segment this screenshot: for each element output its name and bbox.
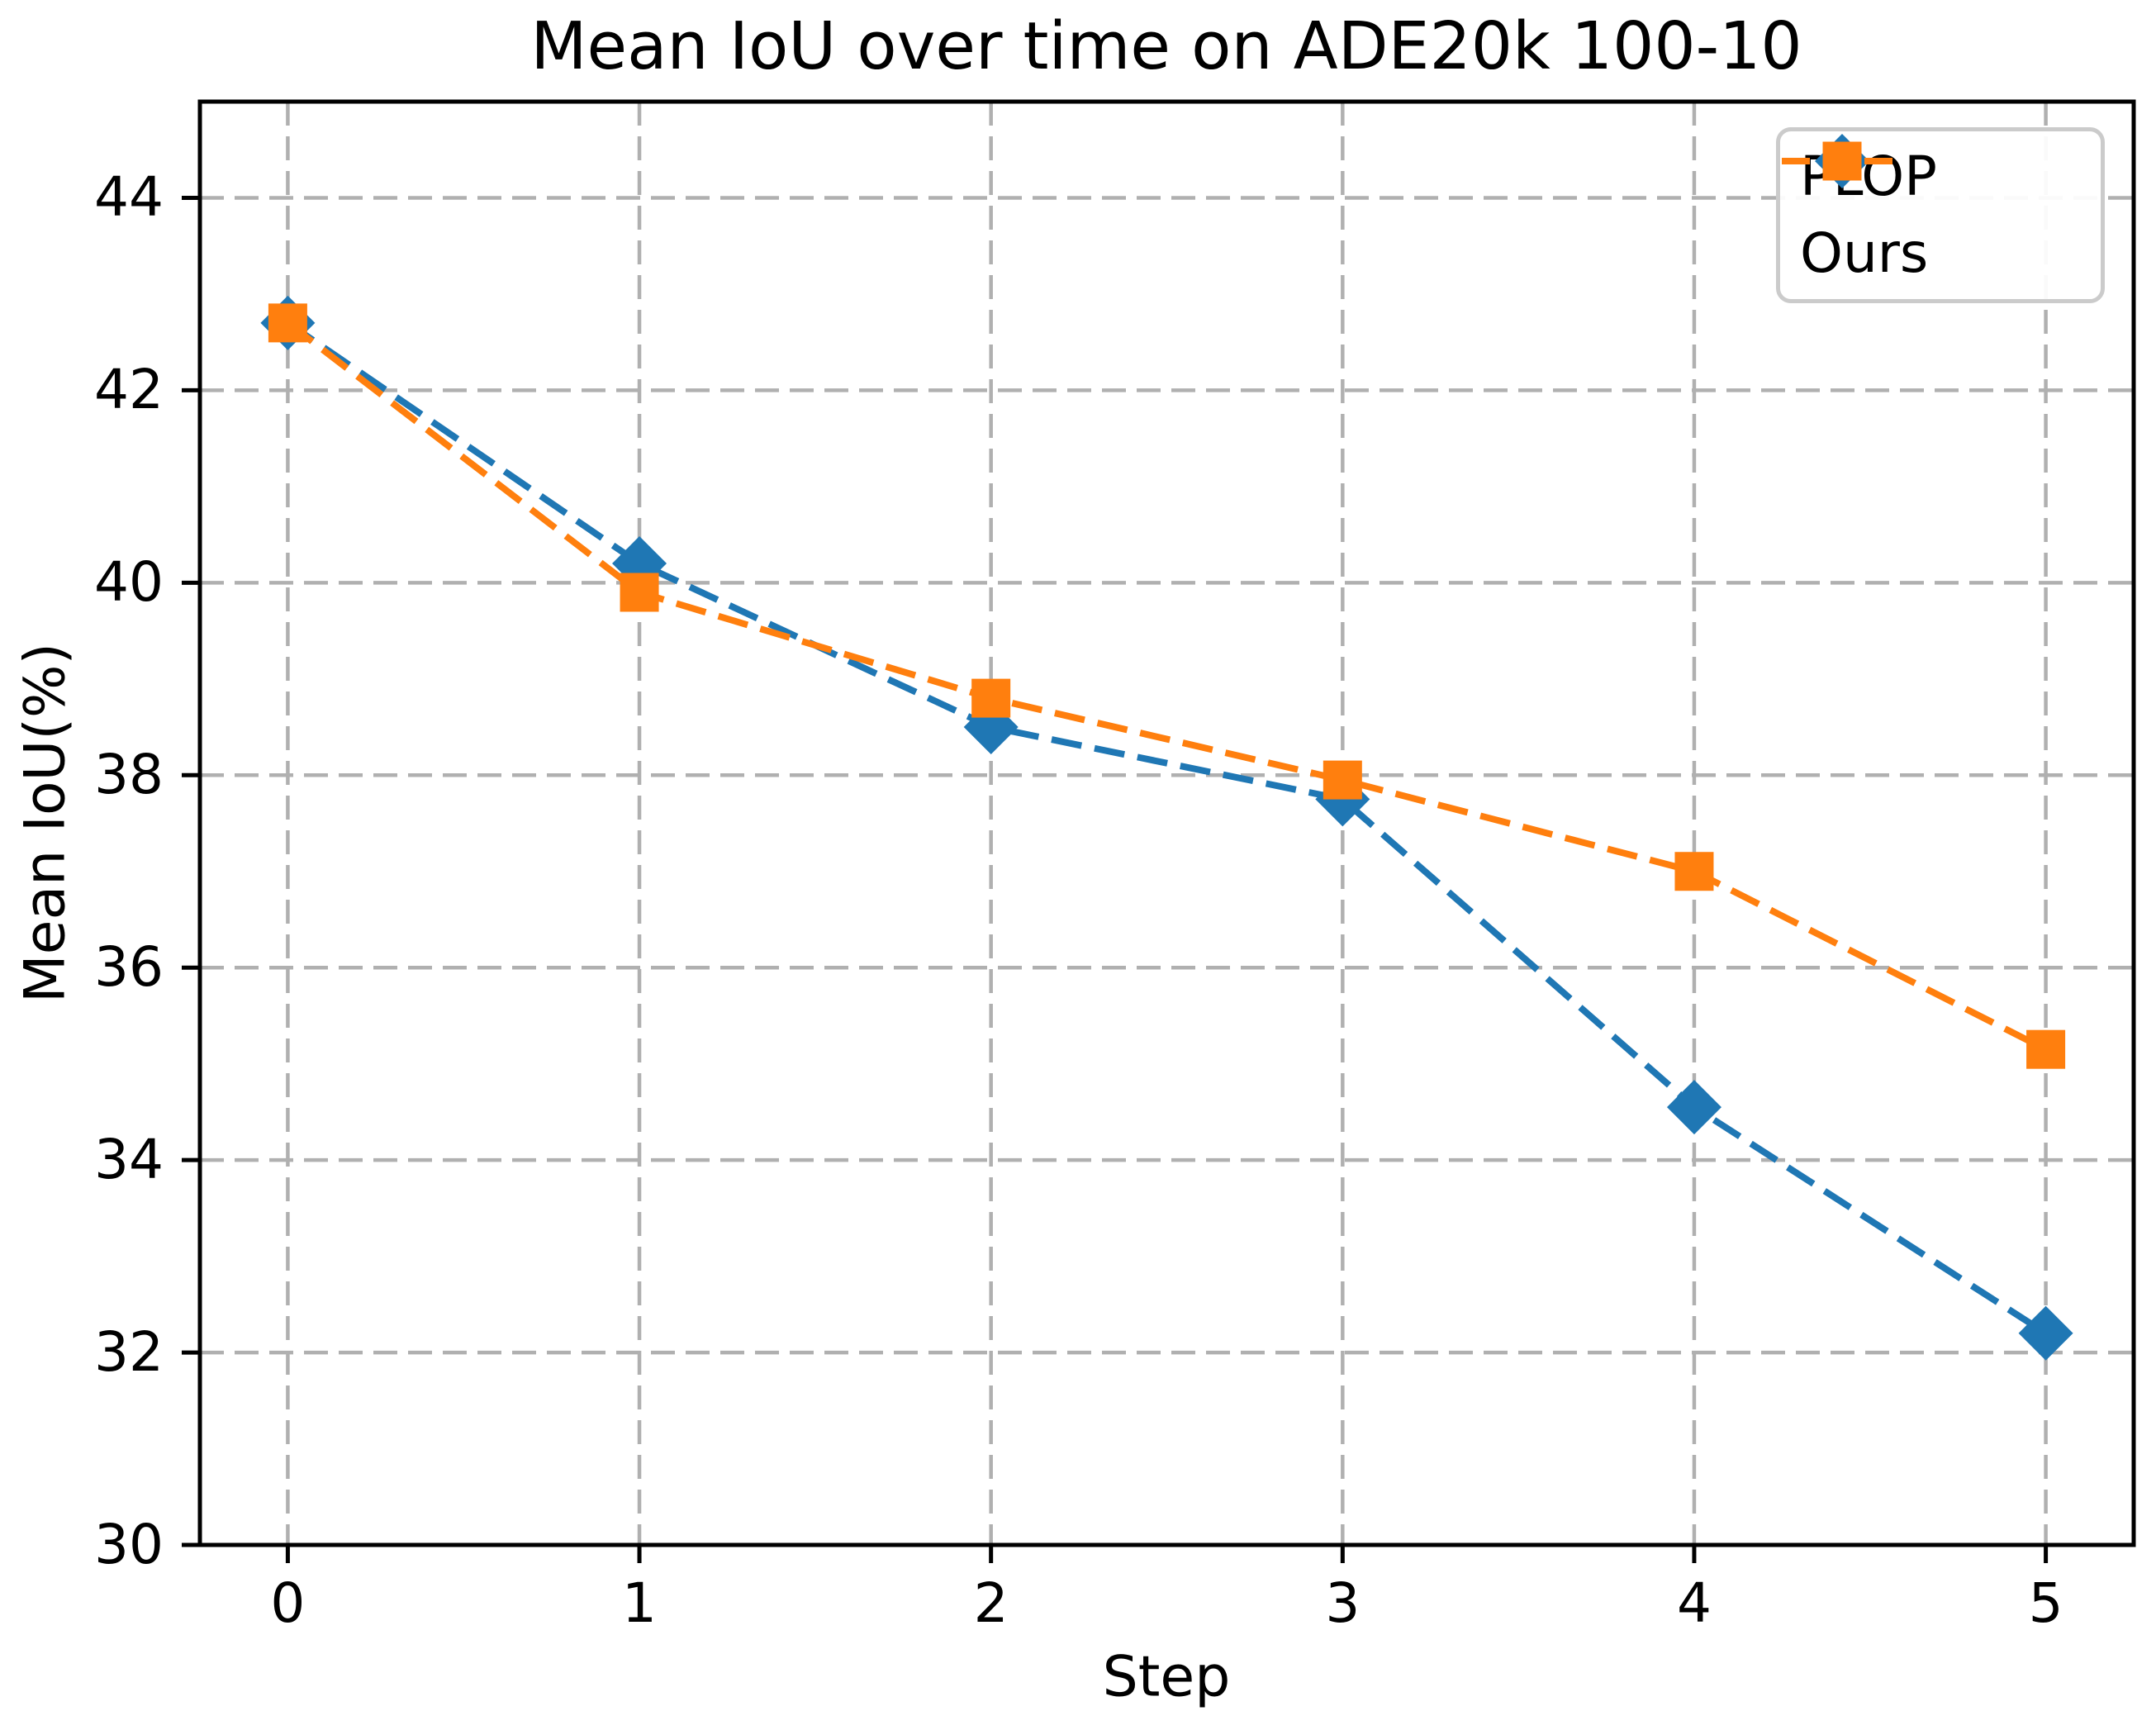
chart-title: Mean IoU over time on ADE20k 100-10 — [530, 8, 1802, 84]
y-tick-label: 32 — [94, 1320, 164, 1385]
x-tick-label: 2 — [973, 1571, 1009, 1635]
series-Ours-marker — [2026, 1029, 2066, 1069]
series-Ours — [268, 303, 2066, 1069]
y-tick-label: 36 — [94, 935, 164, 1000]
series-PLOP-line — [286, 320, 2048, 1337]
x-tick-label: 4 — [1676, 1571, 1712, 1635]
tick-marks — [182, 195, 2049, 1563]
series-Ours-marker — [1674, 852, 1714, 891]
series-Ours-line — [285, 320, 2048, 1053]
series-PLOP-marker — [2018, 1305, 2073, 1361]
x-axis-label: Step — [1102, 1644, 1231, 1710]
plot-border — [197, 99, 2136, 1547]
ours-line-marker-icon — [1782, 141, 1902, 181]
y-tick-label: 38 — [94, 743, 164, 807]
legend-item-ours: Ours — [1782, 141, 2092, 286]
y-tick-label: 34 — [94, 1128, 164, 1192]
y-tick-label: 42 — [94, 358, 164, 422]
series-Ours-marker — [620, 573, 659, 612]
series-Ours-marker — [1323, 760, 1362, 800]
y-axis-label: Mean IoU(%) — [12, 643, 78, 1003]
x-tick-label: 3 — [1325, 1571, 1361, 1635]
grid — [200, 102, 2134, 1547]
x-tick-label: 5 — [2028, 1571, 2063, 1635]
series-Ours-marker — [268, 303, 307, 343]
series-PLOP — [260, 295, 2073, 1361]
legend: PLOP Ours — [1776, 127, 2105, 303]
series-Ours-marker — [971, 678, 1011, 718]
y-tick-label: 44 — [94, 165, 164, 230]
x-tick-label: 0 — [270, 1571, 306, 1635]
y-tick-label: 40 — [94, 550, 164, 615]
y-tick-label: 30 — [94, 1513, 164, 1576]
x-tick-label: 1 — [622, 1571, 658, 1635]
ours-square-icon — [1822, 141, 1862, 181]
legend-label-ours: Ours — [1800, 221, 1929, 286]
series-PLOP-marker — [1666, 1080, 1721, 1135]
